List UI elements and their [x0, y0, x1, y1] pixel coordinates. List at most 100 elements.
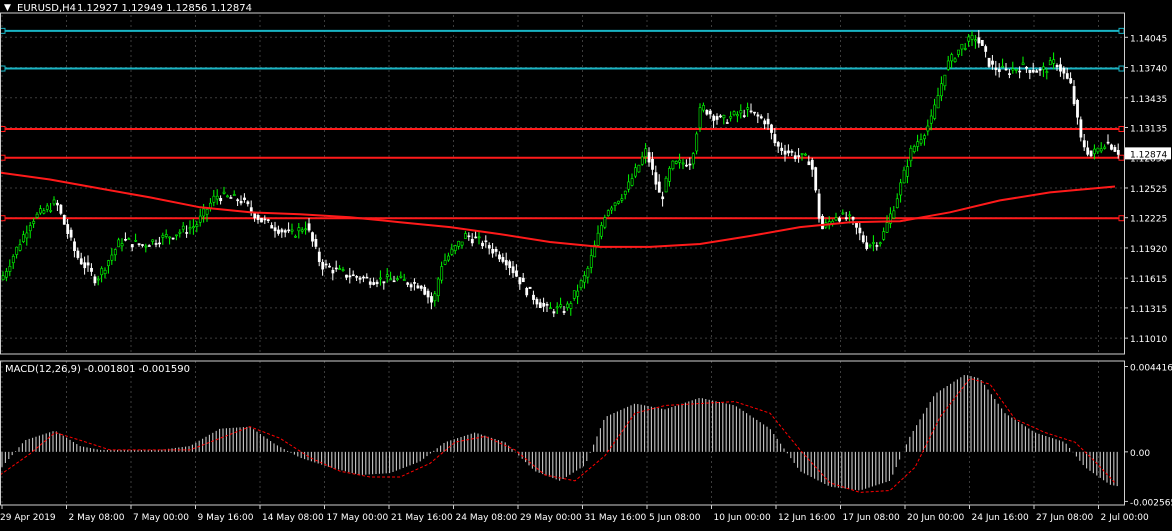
candle-body [980, 39, 984, 46]
candle-body [746, 107, 750, 110]
candle-body [1113, 147, 1117, 152]
candle-body [647, 152, 651, 163]
candle-body [73, 241, 76, 252]
candle-body [297, 227, 301, 232]
candle-body [487, 245, 491, 249]
time-tick-label: 20 Jun 00:00 [907, 513, 964, 523]
level-handle-left[interactable] [0, 65, 6, 72]
level-handle-right[interactable] [1118, 125, 1125, 132]
candle-body [681, 162, 685, 165]
level-handle-right[interactable] [1118, 65, 1125, 72]
current-price-label: 1.12874 [1130, 150, 1167, 160]
candle-body [790, 150, 794, 153]
candle-body [834, 217, 838, 221]
moving-average-line [0, 171, 1116, 248]
candle-body [32, 221, 36, 224]
candle-body [566, 303, 569, 308]
level-handle-left[interactable] [0, 125, 6, 132]
candle-body [776, 142, 780, 147]
candle-body [654, 172, 658, 185]
ohlc-quotes: 1.12927 1.12949 1.12856 1.12874 [77, 3, 252, 14]
candle-body [1069, 78, 1073, 84]
time-tick-label: 2 May 08:00 [69, 513, 125, 523]
candle-body [144, 245, 148, 248]
candle-body [273, 227, 277, 232]
candle-body [1042, 66, 1045, 70]
candle-body [124, 239, 127, 241]
candle-body [1011, 68, 1015, 71]
horizontal-levels[interactable] [0, 27, 1125, 222]
candle-body [950, 54, 954, 62]
candle-body [56, 202, 59, 206]
candle-body [504, 260, 508, 266]
candle-body [198, 215, 202, 223]
candle-body [1116, 150, 1120, 155]
time-axis[interactable]: 29 Apr 2019 2 May 08:00 7 May 00:00 9 May 1… [0, 505, 1149, 523]
level-handle-left[interactable] [0, 215, 6, 222]
time-tick-label: 10 Jun 00:00 [714, 513, 771, 523]
candle-body [814, 167, 818, 191]
candle-body [586, 267, 590, 278]
candle-body [168, 236, 172, 239]
candle-body [851, 216, 855, 220]
candle-body [171, 237, 175, 240]
candle-body [865, 242, 869, 250]
candle-body [76, 250, 80, 258]
candle-body [1025, 66, 1028, 69]
candle-body [793, 155, 797, 159]
symbol-dropdown-arrow-icon[interactable]: ▼ [4, 3, 11, 13]
candle-body [702, 105, 705, 111]
candle-body [127, 238, 131, 240]
level-handle-left[interactable] [0, 154, 6, 161]
candle-body [22, 234, 25, 242]
price-axis[interactable]: 1.14045 1.13740 1.13435 1.13135 1.12830 1.125… [1124, 34, 1171, 345]
candle-body [440, 266, 444, 281]
macd-tick-label: -0.002565 [1130, 498, 1172, 508]
time-tick-label: 24 May 08:00 [456, 513, 518, 523]
candle-body [1045, 71, 1049, 73]
candle-body [596, 232, 600, 246]
candle-body [423, 286, 427, 295]
time-tick-label: 27 Jun 08:00 [1036, 513, 1093, 523]
candle-body [637, 164, 641, 173]
candle-body [396, 278, 399, 280]
level-handle-right[interactable] [1118, 215, 1125, 222]
candle-body [178, 231, 182, 234]
candle-body [447, 255, 450, 261]
macd-tick-label: 0.004416 [1130, 363, 1172, 373]
candle-body [294, 235, 297, 238]
level-handle-left[interactable] [0, 27, 6, 34]
main-panel-frame [0, 12, 1125, 355]
candle-body [18, 244, 22, 251]
candle-body [450, 248, 454, 255]
candle-body [110, 254, 114, 261]
candle-body [59, 204, 63, 214]
candle-body [474, 236, 478, 239]
candle-body [222, 191, 226, 194]
candle-body [749, 110, 753, 113]
candle-body [753, 111, 756, 114]
candle-body [130, 244, 134, 248]
candle-body [909, 147, 913, 162]
macd-signal-line [0, 377, 1116, 493]
candle-body [107, 260, 110, 267]
candle-body [334, 267, 338, 270]
candle-body [946, 60, 950, 70]
level-handle-right[interactable] [1118, 27, 1125, 34]
candle-body [1004, 68, 1008, 71]
candle-body [28, 225, 32, 232]
candle-body [600, 225, 603, 237]
candle-body [443, 260, 447, 265]
candle-body [916, 141, 920, 147]
candle-body [732, 111, 736, 116]
price-tick-label: 1.13740 [1130, 65, 1167, 75]
candle-body [960, 43, 964, 50]
macd-axis[interactable]: 0.004416 0.00 -0.002565 [1124, 363, 1172, 508]
candle-body [436, 278, 440, 297]
candle-body [287, 229, 291, 232]
level-handle-right[interactable] [1118, 154, 1125, 161]
candle-body [304, 228, 308, 231]
candle-body [912, 146, 916, 153]
